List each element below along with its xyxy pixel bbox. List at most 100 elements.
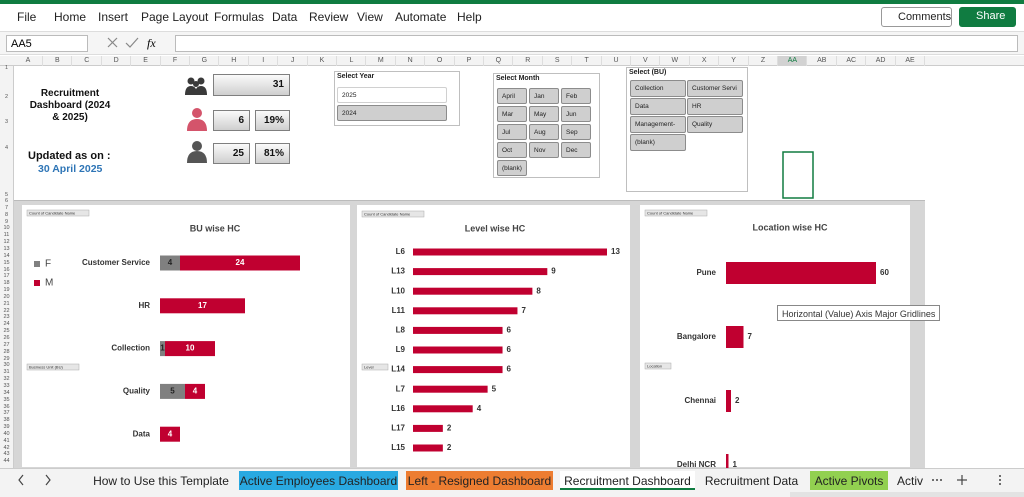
column-header[interactable]: R xyxy=(514,56,543,66)
column-header[interactable]: X xyxy=(690,56,720,66)
column-header[interactable]: Z xyxy=(749,56,778,66)
column-header[interactable]: Q xyxy=(484,56,514,66)
row-header[interactable]: 7 xyxy=(4,204,9,211)
slicer-item[interactable]: Customer Servi xyxy=(687,80,743,97)
row-header[interactable]: 16 xyxy=(3,266,10,273)
column-header[interactable]: L xyxy=(337,56,367,66)
slicer-item[interactable]: Data xyxy=(630,98,686,115)
menu-item[interactable]: Page Layout xyxy=(141,10,209,24)
menu-item[interactable]: File xyxy=(17,10,37,24)
row-header[interactable]: 2 xyxy=(4,94,9,100)
menu-item[interactable]: Help xyxy=(457,10,482,24)
column-header[interactable]: J xyxy=(279,56,308,66)
column-header[interactable]: B xyxy=(43,56,73,66)
row-header[interactable]: 44 xyxy=(3,458,10,465)
slicer-item[interactable]: Management- xyxy=(630,116,686,133)
row-header[interactable]: 43 xyxy=(3,451,10,458)
row-header[interactable]: 32 xyxy=(3,376,10,383)
slicer-item[interactable]: 2024 xyxy=(337,105,447,121)
slicer-item[interactable]: Dec xyxy=(561,142,591,158)
column-header[interactable]: D xyxy=(102,56,132,66)
column-header[interactable]: G xyxy=(190,56,220,66)
column-header[interactable]: I xyxy=(249,56,279,66)
sheet-tab[interactable]: Activ xyxy=(896,474,923,488)
row-header[interactable]: 13 xyxy=(3,245,10,252)
row-header[interactable]: 22 xyxy=(3,307,10,314)
column-header[interactable]: N xyxy=(396,56,426,66)
row-header[interactable]: 15 xyxy=(3,259,10,266)
row-header[interactable]: 34 xyxy=(3,389,10,396)
slicer-item[interactable]: Feb xyxy=(561,88,591,104)
name-box[interactable]: AA5 xyxy=(6,35,88,52)
row-header[interactable]: 18 xyxy=(3,280,10,287)
menu-item[interactable]: Data xyxy=(272,10,298,24)
row-header[interactable]: 36 xyxy=(3,403,10,410)
row-header[interactable]: 41 xyxy=(3,437,10,444)
column-header[interactable]: C xyxy=(73,56,102,66)
slicer-item[interactable]: Jul xyxy=(497,124,527,140)
row-header[interactable]: 5 xyxy=(4,192,9,198)
menu-item[interactable]: View xyxy=(357,10,383,24)
row-header[interactable]: 26 xyxy=(3,335,10,341)
column-header[interactable]: U xyxy=(602,56,631,66)
sheet-tab[interactable]: Left - Resigned Dashboard xyxy=(406,471,553,490)
slicer-item[interactable]: 2025 xyxy=(337,87,447,103)
comments-button[interactable]: Comments xyxy=(881,7,952,27)
slicer-item[interactable]: Collection xyxy=(630,80,686,97)
column-header[interactable]: F xyxy=(161,56,190,66)
sheet-tab[interactable]: Active Employees Dashboard xyxy=(239,471,398,490)
row-header[interactable]: 19 xyxy=(3,287,10,294)
row-header[interactable]: 35 xyxy=(3,396,10,403)
row-header[interactable]: 3 xyxy=(4,119,9,125)
column-header[interactable]: AA xyxy=(778,56,808,66)
row-header[interactable]: 4 xyxy=(4,145,9,151)
row-header[interactable]: 12 xyxy=(3,239,10,246)
column-header[interactable]: AB xyxy=(808,56,837,66)
row-header[interactable]: 23 xyxy=(3,314,10,321)
row-header[interactable]: 28 xyxy=(3,348,10,355)
row-header[interactable]: 31 xyxy=(3,369,10,376)
share-button[interactable]: Share xyxy=(959,7,1016,27)
slicer-item[interactable]: Mar xyxy=(497,106,527,122)
row-header[interactable]: 14 xyxy=(3,252,10,259)
row-header[interactable]: 25 xyxy=(3,328,10,335)
column-header[interactable]: V xyxy=(631,56,661,66)
column-header[interactable]: E xyxy=(132,56,161,66)
row-header[interactable]: 39 xyxy=(3,424,10,431)
row-header[interactable]: 21 xyxy=(3,300,10,307)
fx-label[interactable]: fx xyxy=(147,36,156,50)
column-header[interactable]: AE xyxy=(896,56,925,66)
sheet-tab[interactable]: Recruitment Data xyxy=(704,474,799,488)
row-header[interactable]: 20 xyxy=(3,293,10,300)
row-header[interactable]: 37 xyxy=(3,410,10,417)
sheet-tab[interactable]: Recruitment Dashboard xyxy=(560,471,695,490)
row-header[interactable]: 42 xyxy=(3,444,10,451)
column-header[interactable]: M xyxy=(367,56,396,66)
menu-item[interactable]: Review xyxy=(309,10,349,24)
column-header[interactable]: S xyxy=(543,56,573,66)
row-header[interactable]: 27 xyxy=(3,341,10,348)
sheet-tab[interactable]: Active Pivots xyxy=(810,471,888,490)
slicer-item[interactable]: HR xyxy=(687,98,743,115)
row-header[interactable]: 1 xyxy=(4,65,9,71)
slicer-item[interactable]: (blank) xyxy=(497,160,527,176)
row-header[interactable]: 33 xyxy=(3,382,10,389)
column-header[interactable]: Y xyxy=(720,56,749,66)
column-header[interactable]: H xyxy=(220,56,249,66)
slicer-item[interactable]: Aug xyxy=(529,124,559,140)
row-header[interactable]: 10 xyxy=(3,225,10,232)
tab-nav-icons[interactable] xyxy=(0,469,1024,497)
slicer-item[interactable]: Nov xyxy=(529,142,559,158)
column-header[interactable]: T xyxy=(573,56,602,66)
slicer-item[interactable]: May xyxy=(529,106,559,122)
menu-item[interactable]: Insert xyxy=(98,10,129,24)
column-header[interactable]: K xyxy=(308,56,337,66)
row-header[interactable]: 17 xyxy=(3,273,10,280)
slicer-item[interactable]: Jun xyxy=(561,106,591,122)
row-header[interactable]: 30 xyxy=(3,362,10,369)
column-header[interactable]: P xyxy=(455,56,484,66)
row-header[interactable]: 40 xyxy=(3,430,10,437)
formula-input[interactable] xyxy=(175,35,1018,52)
menu-item[interactable]: Home xyxy=(54,10,87,24)
column-header[interactable]: W xyxy=(661,56,690,66)
